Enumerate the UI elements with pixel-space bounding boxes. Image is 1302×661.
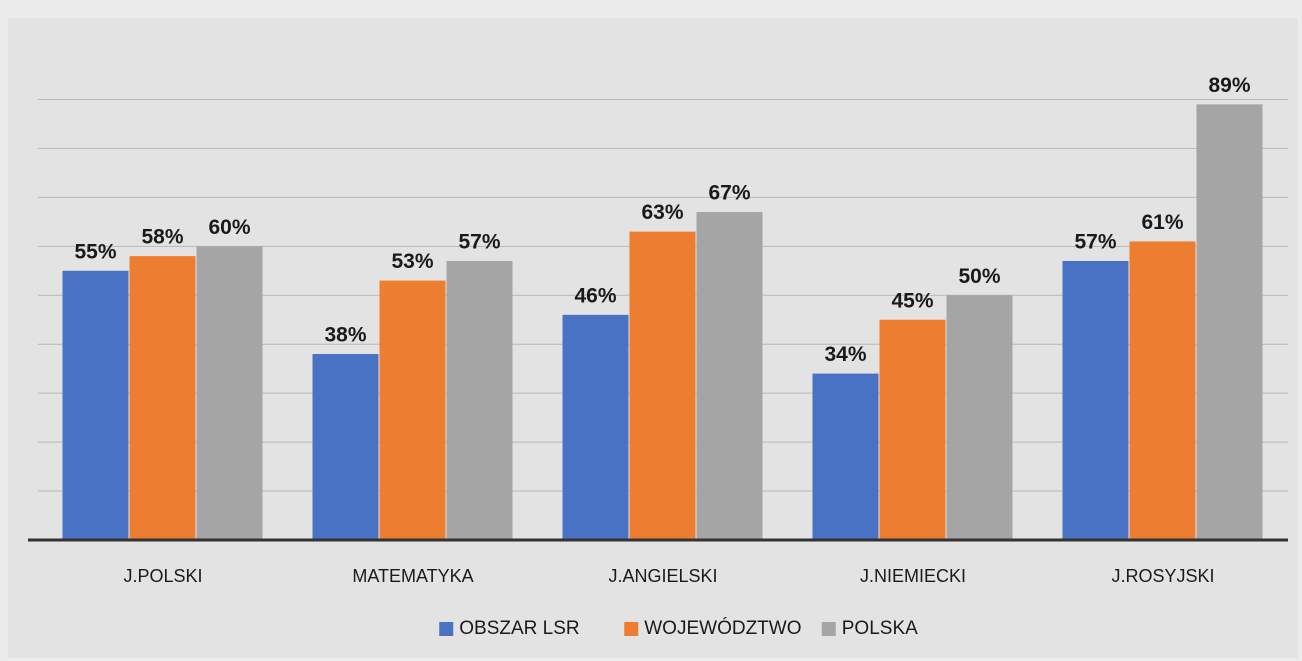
data-label: 57% [1074, 231, 1116, 254]
x-tick-label: J.ANGIELSKI [608, 566, 717, 586]
data-label: 61% [1141, 211, 1183, 234]
data-label: 38% [324, 324, 366, 347]
bar [129, 256, 196, 540]
legend-label: WOJEWÓDZTWO [644, 617, 801, 639]
bar [379, 280, 446, 540]
legend-swatch [821, 622, 836, 636]
data-label: 55% [74, 240, 116, 263]
bar [446, 261, 513, 540]
data-label: 46% [574, 284, 616, 307]
bar [1196, 104, 1263, 541]
data-label: 45% [891, 289, 933, 312]
bar [696, 212, 763, 541]
x-tick-label: J.ROSYJSKI [1111, 566, 1214, 586]
data-label: 58% [141, 226, 183, 249]
bar [1129, 241, 1196, 540]
x-tick-label: J.NIEMIECKI [860, 566, 966, 586]
data-label: 57% [458, 231, 500, 254]
bar [312, 354, 379, 540]
bar [879, 319, 946, 540]
data-label: 63% [641, 201, 683, 224]
legend-label: POLSKA [842, 618, 918, 639]
bar [196, 246, 263, 540]
x-tick-label: J.POLSKI [123, 566, 202, 586]
data-label: 34% [824, 343, 866, 366]
bar [946, 295, 1013, 540]
data-label: 60% [208, 216, 250, 239]
legend-swatch [624, 622, 639, 636]
data-label: 89% [1208, 74, 1250, 97]
data-label: 67% [708, 182, 750, 205]
data-label: 53% [391, 250, 433, 273]
legend-swatch [439, 622, 454, 636]
legend-label: OBSZAR LSR [459, 618, 579, 639]
bar [562, 314, 629, 540]
bar [62, 270, 129, 540]
x-tick-label: MATEMATYKA [352, 566, 473, 586]
bar [1062, 261, 1129, 540]
data-label: 50% [958, 265, 1000, 288]
bar [812, 373, 879, 540]
bar [629, 231, 696, 540]
